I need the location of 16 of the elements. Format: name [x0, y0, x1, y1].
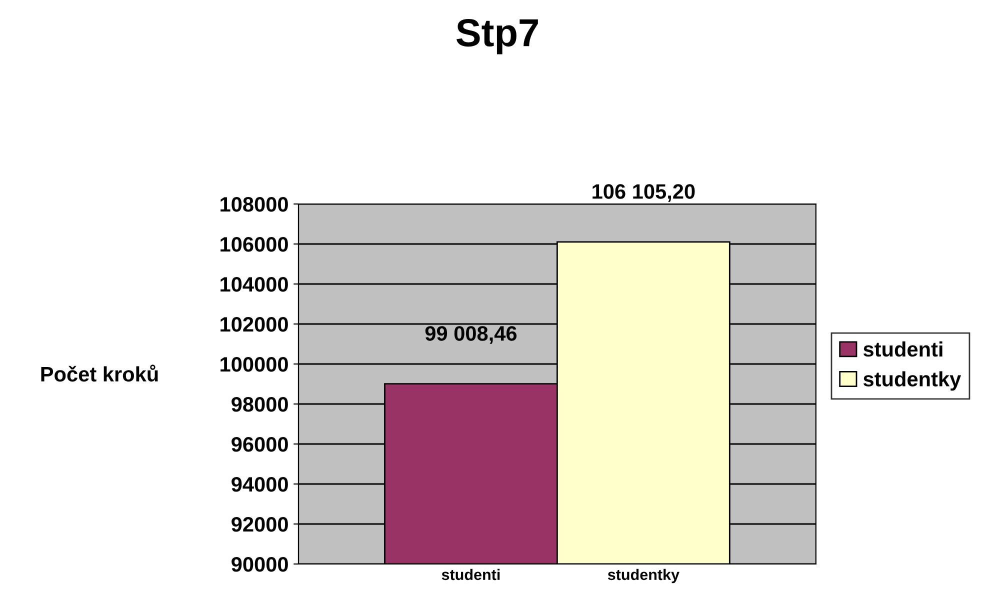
y-tick-label: 94000 [232, 477, 288, 492]
data-label: 99 008,46 [425, 326, 517, 344]
y-tick-label: 98000 [232, 397, 288, 412]
data-label: 106 105,20 [592, 184, 695, 202]
y-tick-label: 96000 [232, 437, 288, 452]
legend-label: studenti [863, 341, 942, 357]
chart-title: Stp7 [456, 19, 538, 54]
y-tick-label: 100000 [220, 357, 288, 372]
y-tick-label: 102000 [220, 317, 288, 332]
y-tick-label: 92000 [232, 517, 288, 532]
y-tick-label: 104000 [220, 277, 288, 292]
y-tick-label: 90000 [232, 557, 288, 572]
y-tick-label: 106000 [220, 237, 288, 252]
y-tick-label: 108000 [220, 197, 288, 212]
legend-label: studentky [863, 371, 962, 391]
y-axis-title: Počet kroků [41, 364, 158, 382]
